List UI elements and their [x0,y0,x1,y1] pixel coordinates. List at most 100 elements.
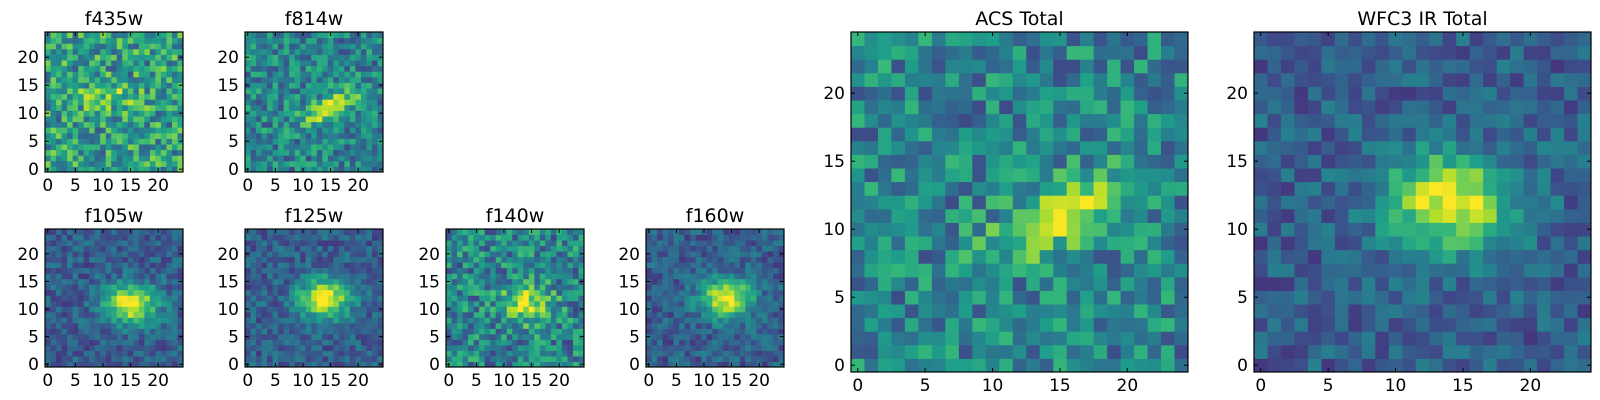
heatmap-cell [338,76,345,83]
heatmap-cell [1496,263,1511,278]
heatmap-cell [1510,181,1525,196]
heatmap-cell [462,317,469,324]
heatmap-cell [311,300,318,307]
heatmap-cell [89,149,96,156]
heatmap-cell [144,333,151,340]
heatmap-cell [662,273,669,280]
heatmap-cell [1469,154,1484,169]
heatmap-cell [311,71,318,78]
heatmap-cell [550,267,557,274]
heatmap-cell [1254,249,1268,264]
heatmap-cell [50,289,57,296]
heatmap-cell [457,284,464,291]
heatmap-cell [267,88,274,95]
heatmap-cell [283,234,290,241]
heatmap-cell [657,251,664,258]
heatmap-cell [316,32,323,39]
heatmap-cell [1026,168,1041,183]
heatmap-cell [83,328,90,335]
heatmap-cell [322,121,329,128]
heatmap-cell [1550,181,1565,196]
heatmap-cell [72,306,79,313]
heatmap-cell [1550,222,1565,237]
heatmap-cell [877,168,892,183]
heatmap-cell [484,245,491,252]
heatmap-cell [116,54,123,61]
heatmap-cell [89,339,96,346]
heatmap-cell [556,339,563,346]
heatmap-cell [61,240,68,247]
heatmap-cell [1080,100,1095,115]
heatmap-cell [327,138,334,145]
x-tick-label: 10 [292,176,314,196]
heatmap-cell [684,289,691,296]
heatmap-cell [1026,154,1041,169]
heatmap-cell [116,355,123,362]
heatmap-cell [67,43,74,50]
heatmap-cell [305,104,312,111]
heatmap-cell [360,144,367,151]
heatmap-cell [50,76,57,83]
heatmap-cell [94,251,101,258]
heatmap-cell [523,339,530,346]
heatmap-cell [1134,304,1149,319]
heatmap-cell [250,32,257,39]
heatmap-cell [1053,290,1068,305]
heatmap-cell [534,273,541,280]
heatmap-cell [651,273,658,280]
heatmap-cell [1039,154,1054,169]
heatmap-cell [83,65,90,72]
heatmap-cell [490,278,497,285]
heatmap-cell [278,132,285,139]
heatmap-cell [739,339,746,346]
heatmap-cell [1093,72,1108,87]
heatmap-cell [662,322,669,329]
heatmap-cell [256,160,263,167]
heatmap-cell [550,355,557,362]
heatmap-cell [116,144,123,151]
heatmap-cell [149,149,156,156]
heatmap-cell [338,322,345,329]
heatmap-cell [517,256,524,263]
heatmap-cell [67,245,74,252]
heatmap-cell [360,132,367,139]
heatmap-cell [133,65,140,72]
heatmap-cell [78,262,85,269]
heatmap-cell [662,240,669,247]
heatmap-cell [300,127,307,134]
heatmap-cell [728,333,735,340]
heatmap-cell [561,234,568,241]
heatmap-cell [1483,208,1498,223]
heatmap-cell [1120,263,1135,278]
heatmap-cell [377,284,384,291]
heatmap-cell [717,273,724,280]
heatmap-cell [528,344,535,351]
heatmap-cell [133,82,140,89]
heatmap-cell [289,121,296,128]
heatmap-cell [377,121,384,128]
heatmap-cell [133,295,140,302]
heatmap-cell [539,300,546,307]
heatmap-cell [149,37,156,44]
heatmap-cell [931,236,946,251]
heatmap-cell [78,138,85,145]
heatmap-cell [972,181,987,196]
heatmap-cell [267,251,274,258]
heatmap-cell [462,350,469,357]
heatmap-cell [371,127,378,134]
heatmap-cell [311,350,318,357]
heatmap-cell [177,121,184,128]
heatmap-cell [457,317,464,324]
heatmap-cell [245,144,252,151]
heatmap-cell [1361,344,1376,359]
heatmap-cell [283,344,290,351]
heatmap-cell [462,355,469,362]
heatmap-cell [1307,195,1322,210]
heatmap-cell [133,317,140,324]
heatmap-cell [495,328,502,335]
heatmap-cell [701,295,708,302]
heatmap-cell [1375,181,1390,196]
heatmap-cell [904,140,919,155]
heatmap-cell [657,322,664,329]
